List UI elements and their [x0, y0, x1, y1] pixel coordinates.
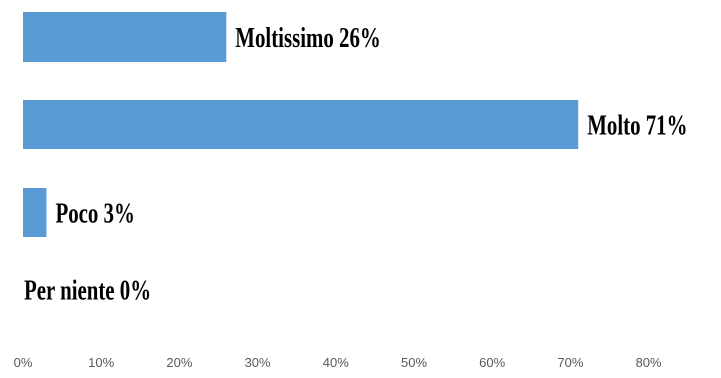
x-tick-label: 10% — [88, 355, 114, 370]
bar-poco — [23, 188, 47, 237]
x-tick-label: 40% — [323, 355, 349, 370]
bars-group — [23, 12, 579, 237]
x-tick-label: 0% — [14, 355, 33, 370]
x-tick-label: 60% — [479, 355, 505, 370]
x-tick-label: 80% — [636, 355, 662, 370]
x-axis-ticks: 0% 10% 20% 30% 40% 50% 60% 70% 80% — [14, 355, 662, 370]
data-label-moltissimo: Moltissimo 26% — [235, 22, 380, 54]
x-tick-label: 50% — [401, 355, 427, 370]
x-tick-label: 30% — [245, 355, 271, 370]
bar-moltissimo — [23, 12, 227, 62]
bar-molto — [23, 100, 579, 149]
x-tick-label: 20% — [166, 355, 192, 370]
data-label-molto: Molto 71% — [587, 109, 687, 141]
bar-labels-group: Moltissimo 26% Molto 71% Poco 3% Per niente… — [24, 22, 687, 307]
data-label-poco: Poco 3% — [55, 197, 134, 229]
data-label-per-niente: Per niente 0% — [24, 274, 151, 306]
x-tick-label: 70% — [557, 355, 583, 370]
